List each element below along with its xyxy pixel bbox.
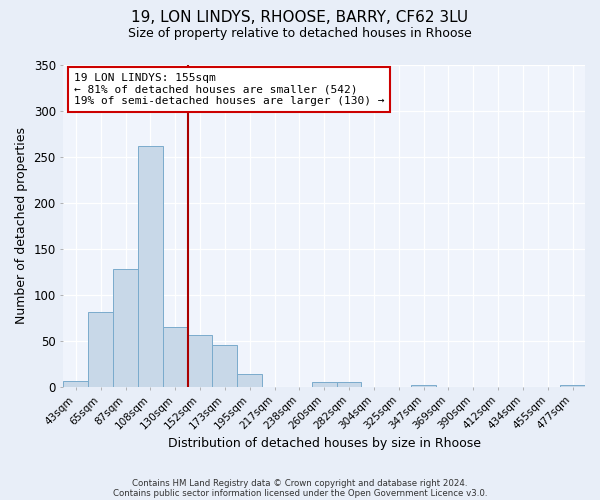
Text: Contains HM Land Registry data © Crown copyright and database right 2024.: Contains HM Land Registry data © Crown c… [132,478,468,488]
Bar [212,344,237,387]
Bar [88,312,113,387]
Bar [312,382,337,387]
Bar [560,385,585,387]
Bar [337,382,361,387]
X-axis label: Distribution of detached houses by size in Rhoose: Distribution of detached houses by size … [168,437,481,450]
Bar [188,334,212,387]
Bar [113,269,138,387]
Bar [138,146,163,387]
Text: 19, LON LINDYS, RHOOSE, BARRY, CF62 3LU: 19, LON LINDYS, RHOOSE, BARRY, CF62 3LU [131,10,469,25]
Text: 19 LON LINDYS: 155sqm
← 81% of detached houses are smaller (542)
19% of semi-det: 19 LON LINDYS: 155sqm ← 81% of detached … [74,73,385,106]
Text: Contains public sector information licensed under the Open Government Licence v3: Contains public sector information licen… [113,488,487,498]
Bar [237,374,262,387]
Y-axis label: Number of detached properties: Number of detached properties [15,128,28,324]
Bar [163,327,188,387]
Text: Size of property relative to detached houses in Rhoose: Size of property relative to detached ho… [128,28,472,40]
Bar [64,382,88,387]
Bar [411,385,436,387]
